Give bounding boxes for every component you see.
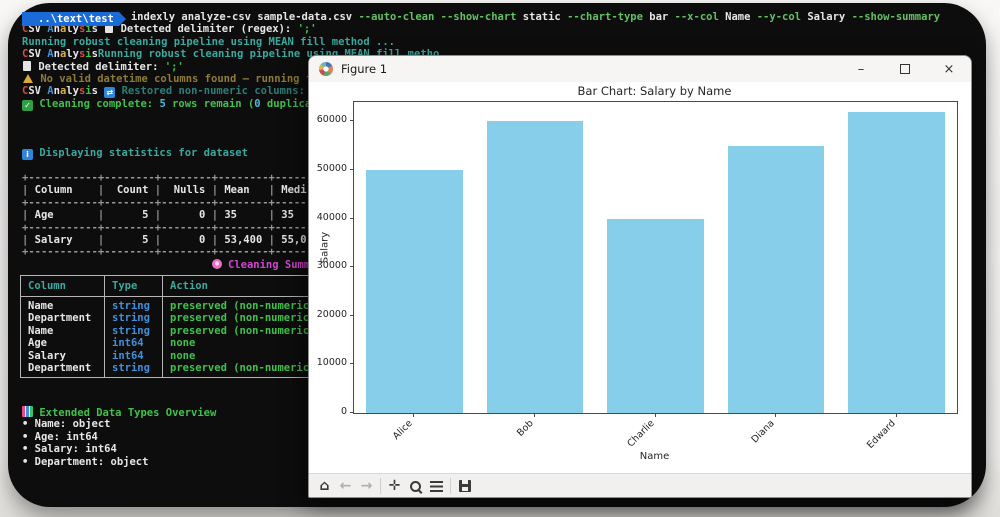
- bar-charlie: [607, 218, 704, 413]
- magnifier-glyph: [410, 480, 421, 492]
- summary-cell: Age: [20, 337, 105, 350]
- y-tick-label: 10000: [316, 357, 347, 369]
- terminal-line: ..\text\test indexly analyze-csv sample-d…: [22, 11, 940, 26]
- summary-cell: string: [104, 312, 163, 325]
- flower-icon: [211, 258, 222, 269]
- maximize-icon: [900, 64, 910, 74]
- y-tick-label: 20000: [316, 308, 347, 320]
- terminal-extended-output: Extended Data Types Overview • Name: obje…: [22, 406, 216, 468]
- figure-toolbar: ⌂ ← → ✛: [309, 473, 971, 497]
- y-tick-label: 0: [340, 406, 347, 417]
- x-tick-mark: [654, 413, 656, 417]
- summary-cell: int64: [104, 349, 163, 363]
- back-icon[interactable]: ←: [339, 478, 352, 494]
- y-tick-mark: [350, 169, 354, 171]
- bar-alice: [366, 170, 463, 413]
- terminal-line: +-----------+--------+--------+--------+…: [22, 172, 313, 185]
- zoom-icon[interactable]: [405, 476, 426, 496]
- terminal-line: | Column | Count | Nulls | Mean | Medi: [22, 184, 307, 197]
- info-icon: i: [22, 149, 33, 161]
- bar-chart-icon: [22, 406, 33, 417]
- terminal-line: • Name: object: [22, 418, 111, 431]
- y-tick-mark: [350, 266, 354, 268]
- y-tick-mark: [350, 363, 354, 365]
- y-tick-mark: [350, 120, 354, 122]
- document-icon: [23, 60, 31, 71]
- y-tick-label: 50000: [316, 163, 347, 175]
- plot-area: [353, 101, 958, 414]
- terminal-line: Extended Data Types Overview: [22, 406, 216, 419]
- y-tick-mark: [350, 412, 354, 413]
- y-tick-label: 60000: [316, 114, 347, 126]
- window-controls: – ×: [839, 56, 971, 82]
- summary-cell: string: [104, 362, 163, 378]
- y-tick-label: 40000: [316, 211, 347, 223]
- x-tick-mark: [775, 413, 777, 417]
- terminal-line: Detected delimiter: ';': [22, 60, 940, 73]
- floppy-glyph: [458, 480, 471, 492]
- toolbar-separator: [450, 478, 451, 494]
- close-button[interactable]: ×: [943, 61, 955, 77]
- terminal-line: | Salary | 5 | 0 | 53,400 | 55,0: [22, 234, 307, 247]
- bar-diana: [727, 145, 825, 413]
- prompt-badge: ..\text\test: [22, 12, 126, 26]
- terminal-line: • Department: object: [22, 455, 149, 468]
- terminal-line: • Salary: int64: [22, 443, 117, 456]
- terminal-line: ✓ Cleaning complete: 5 rows remain (0 du…: [22, 98, 940, 111]
- x-tick-mark: [533, 413, 535, 417]
- terminal-line: • Age: int64: [22, 430, 98, 443]
- check-icon: ✓: [22, 99, 33, 111]
- figure-window-title: Figure 1: [341, 62, 388, 76]
- warning-icon: [23, 73, 33, 83]
- summary-cell: Department: [20, 362, 105, 378]
- toolbar-separator: [380, 478, 381, 494]
- matplotlib-icon: [319, 62, 333, 76]
- summary-column-header: Type: [104, 275, 163, 297]
- pan-icon[interactable]: ✛: [388, 478, 401, 494]
- terminal-line: Running robust cleaning pipeline using M…: [22, 35, 395, 48]
- terminal-line: +-----------+--------+--------+--------+…: [22, 221, 313, 234]
- summary-column-header: Column: [20, 275, 105, 297]
- document-icon: [105, 23, 114, 34]
- y-tick-mark: [350, 314, 354, 316]
- terminal-line: i Displaying statistics for dataset: [22, 147, 940, 161]
- bar-edward: [848, 111, 945, 413]
- summary-cell: int64: [104, 337, 163, 350]
- summary-cell: Salary: [20, 349, 105, 363]
- summary-cell: Name: [20, 296, 105, 313]
- figure-window: Figure 1 – × Bar Chart: Salary by Name S…: [308, 55, 972, 498]
- x-tick-mark: [413, 413, 415, 417]
- summary-cell: Name: [20, 324, 105, 338]
- chart-title: Bar Chart: Salary by Name: [577, 84, 732, 98]
- x-axis-label: Name: [639, 451, 670, 462]
- terminal-line: No valid datetime columns found — runnin…: [22, 73, 940, 85]
- forward-icon[interactable]: →: [360, 478, 373, 494]
- summary-cell: string: [104, 324, 163, 338]
- home-icon[interactable]: ⌂: [319, 478, 330, 494]
- terminal-line: +-----------+--------+--------+--------+…: [22, 196, 313, 209]
- summary-cell: string: [104, 296, 163, 313]
- maximize-button[interactable]: [883, 56, 927, 82]
- save-icon[interactable]: [454, 476, 475, 496]
- sliders-glyph: [430, 480, 443, 492]
- figure-titlebar[interactable]: Figure 1 – ×: [309, 56, 971, 82]
- y-tick-mark: [350, 217, 354, 219]
- terminal-line: +-----------+--------+--------+--------+…: [22, 246, 313, 259]
- subplots-config-icon[interactable]: [426, 476, 447, 496]
- terminal-line: Cleaning Summ: [22, 258, 940, 271]
- minimize-button[interactable]: –: [857, 61, 865, 77]
- terminal-line: CSV Analysis Detected delimiter (regex):…: [22, 23, 317, 36]
- summary-cell: Department: [20, 312, 105, 325]
- x-tick-mark: [895, 413, 897, 417]
- sync-icon: ⇄: [104, 87, 116, 99]
- bar-bob: [486, 121, 584, 413]
- y-tick-label: 30000: [316, 260, 347, 272]
- terminal-output: ..\text\test indexly analyze-csv sample-d…: [22, 11, 940, 271]
- terminal-line: | Age | 5 | 0 | 35 | 35: [22, 209, 294, 222]
